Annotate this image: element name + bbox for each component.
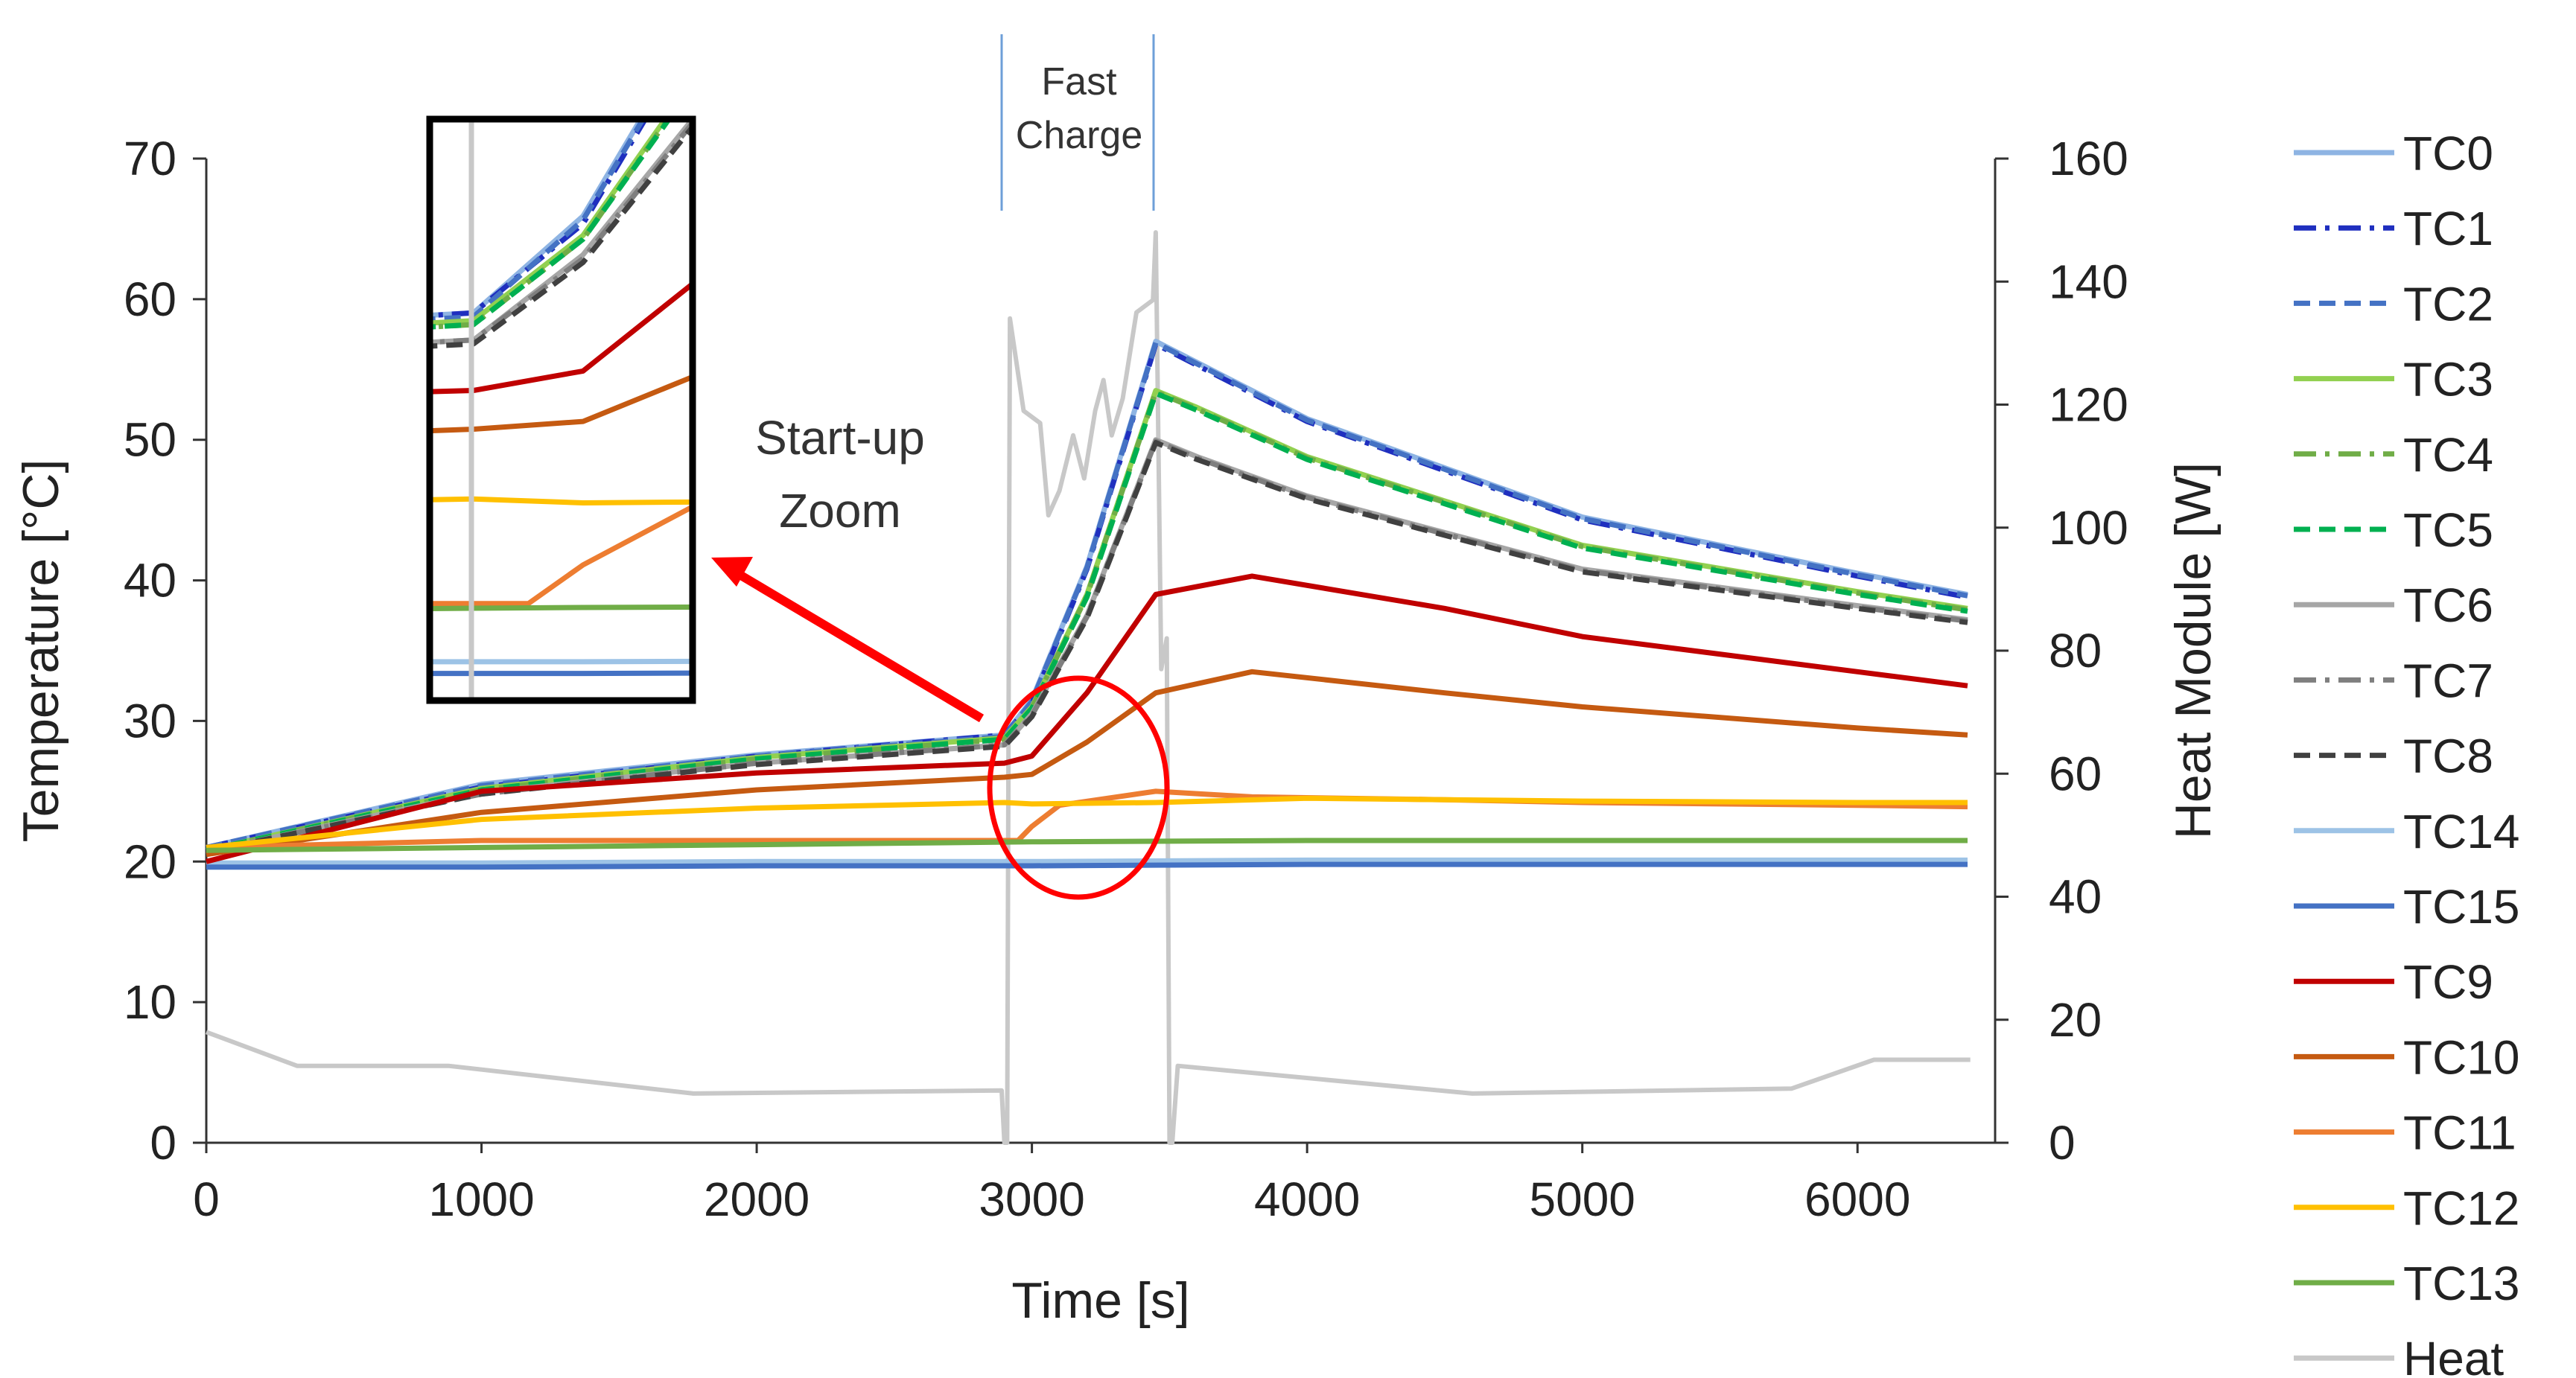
inset-series-layer — [430, 119, 693, 701]
fast-charge-annotation: Fast Charge — [1000, 34, 1155, 211]
y2-tick-label: 40 — [2049, 870, 2102, 924]
legend-label: TC5 — [2403, 503, 2493, 557]
series-line-heat — [205, 230, 1971, 1145]
series-line-tc5 — [206, 390, 1968, 853]
inset-frame — [426, 115, 696, 704]
legend-item-tc9: TC9 — [2294, 955, 2493, 1009]
legend: TC0 TC1 TC2 TC3 TC4 TC5 TC6 TC7 TC8 TC14 TC15 TC9 TC… — [2294, 127, 2520, 1378]
y-tick-label: 60 — [124, 272, 176, 326]
legend-item-tc8: TC8 — [2294, 730, 2493, 783]
inset-series-line-tc12 — [430, 496, 693, 505]
legend-label: TC13 — [2403, 1257, 2520, 1310]
x-tick-label: 6000 — [1804, 1173, 1910, 1226]
y2-axis-label: Heat Module [W] — [2165, 462, 2222, 839]
legend-label: TC1 — [2403, 202, 2493, 255]
legend-item-tc3: TC3 — [2294, 353, 2493, 406]
x-tick-label: 2000 — [704, 1173, 810, 1226]
y-tick-label: 0 — [150, 1116, 176, 1170]
legend-label: TC10 — [2403, 1030, 2520, 1084]
y2-tick-label: 80 — [2049, 624, 2102, 677]
y-tick-label: 20 — [124, 835, 176, 888]
legend-item-tc5: TC5 — [2294, 503, 2493, 557]
x-tick-label: 0 — [193, 1173, 220, 1226]
y2-tick-label: 20 — [2049, 993, 2102, 1047]
tick-layer: 0 1000 2000 3000 4000 5000 6000010203040506070… — [124, 132, 2128, 1226]
series-line-tc13 — [206, 838, 1968, 853]
zoom-label-line2: Zoom — [779, 484, 901, 538]
y-tick-label: 10 — [124, 975, 176, 1029]
legend-item-tc12: TC12 — [2294, 1181, 2520, 1235]
y-axis-label: Temperature [°C] — [13, 459, 69, 843]
legend-label: TC15 — [2403, 880, 2520, 934]
legend-item-tc4: TC4 — [2294, 428, 2493, 482]
zoom-arrow-head — [711, 557, 753, 587]
legend-item-tc2: TC2 — [2294, 277, 2493, 331]
y-tick-label: 70 — [124, 132, 176, 185]
legend-item-tc1: TC1 — [2294, 202, 2493, 255]
y2-tick-label: 100 — [2049, 501, 2128, 555]
series-line-tc15 — [206, 861, 1968, 870]
series-line-tc12 — [206, 795, 1968, 850]
legend-item-tc7: TC7 — [2294, 654, 2493, 707]
y2-tick-label: 120 — [2049, 378, 2128, 432]
y2-tick-label: 140 — [2049, 255, 2128, 308]
legend-label: TC2 — [2403, 277, 2493, 331]
legend-label: TC11 — [2403, 1106, 2516, 1160]
legend-item-tc11: TC11 — [2294, 1106, 2516, 1160]
y2-tick-label: 0 — [2049, 1116, 2076, 1170]
legend-label: TC7 — [2403, 654, 2493, 707]
x-tick-label: 3000 — [979, 1173, 1084, 1226]
x-tick-label: 1000 — [428, 1173, 534, 1226]
startup-zoom-inset — [426, 115, 696, 704]
legend-label: TC4 — [2403, 428, 2493, 482]
legend-item-heat: Heat — [2294, 1332, 2504, 1378]
zoom-label-line1: Start-up — [755, 411, 925, 465]
x-tick-label: 4000 — [1254, 1173, 1360, 1226]
legend-item-tc13: TC13 — [2294, 1257, 2520, 1310]
legend-item-tc10: TC10 — [2294, 1030, 2520, 1084]
legend-label: TC14 — [2403, 805, 2520, 858]
legend-label: TC0 — [2403, 127, 2493, 180]
legend-label: TC3 — [2403, 353, 2493, 406]
series-layer — [205, 230, 1971, 1145]
series-line-tc14 — [206, 857, 1968, 866]
legend-item-tc6: TC6 — [2294, 578, 2493, 632]
series-line-tc10 — [206, 669, 1968, 858]
y-tick-label: 40 — [124, 554, 176, 607]
y2-tick-label: 60 — [2049, 747, 2102, 800]
legend-label: TC12 — [2403, 1181, 2520, 1235]
fast-charge-label-line1: Fast — [1041, 60, 1117, 103]
legend-label: TC8 — [2403, 730, 2493, 783]
legend-item-tc14: TC14 — [2294, 805, 2520, 858]
legend-label: TC9 — [2403, 955, 2493, 1009]
x-tick-label: 5000 — [1530, 1173, 1635, 1226]
legend-label: Heat — [2403, 1332, 2504, 1378]
legend-label: TC6 — [2403, 578, 2493, 632]
y-tick-label: 30 — [124, 694, 176, 747]
y2-tick-label: 160 — [2049, 132, 2128, 185]
y-tick-label: 50 — [124, 413, 176, 467]
series-line-tc9 — [206, 573, 1968, 864]
zoom-arrow-shaft — [734, 569, 985, 723]
legend-item-tc0: TC0 — [2294, 127, 2493, 180]
x-axis-label: Time [s] — [1011, 1272, 1189, 1329]
fast-charge-label-line2: Charge — [1016, 114, 1143, 157]
series-line-tc8 — [206, 440, 1968, 855]
zoom-highlight-ellipse — [987, 675, 1170, 900]
legend-item-tc15: TC15 — [2294, 880, 2520, 934]
zoom-annotation: Start-up Zoom — [711, 411, 1170, 900]
